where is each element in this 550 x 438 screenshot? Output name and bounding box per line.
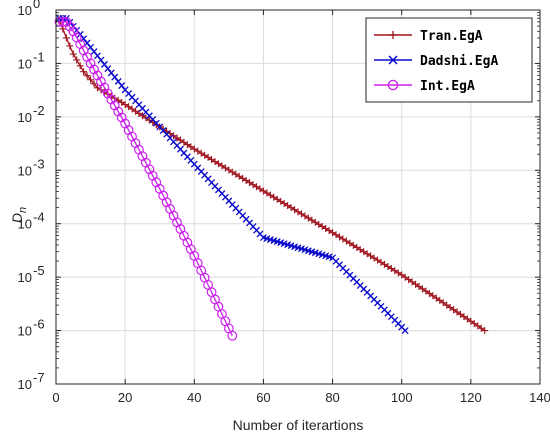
x-axis-label: Number of iterartions	[233, 417, 364, 433]
x-tick-label: 80	[325, 390, 339, 405]
x-tick-labels: 0 20 40 60 80 100 120 140	[52, 390, 550, 405]
legend-label: Dadshi.EgA	[420, 54, 498, 69]
legend-marker	[388, 55, 398, 65]
y-tick-label: 10	[18, 377, 32, 392]
series-dadshi-ega	[55, 14, 409, 335]
data-point	[62, 34, 70, 42]
x-tick-label: 140	[529, 390, 550, 405]
y-tick-exponent: 0	[33, 0, 40, 11]
y-tick-base: 10	[18, 163, 32, 178]
data-point	[401, 327, 409, 335]
legend: Tran.EgA Dadshi.EgA Int.EgA	[365, 17, 533, 103]
series-layer	[54, 14, 489, 341]
y-axis-label: Dn	[9, 207, 29, 223]
data-point	[66, 42, 74, 50]
x-tick-label: 100	[391, 390, 413, 405]
y-tick-label: 10	[18, 3, 32, 18]
legend-marker	[387, 79, 399, 91]
y-tick-exponent: -3	[33, 156, 45, 171]
plot-frame	[55, 9, 541, 385]
legend-item: Dadshi.EgA	[374, 54, 498, 69]
y-tick-base: 10	[18, 3, 32, 18]
x-tick-label: 20	[118, 390, 132, 405]
legend-marker	[389, 31, 397, 39]
y-tick-label: 10	[18, 56, 32, 71]
y-tick-base: 10	[18, 270, 32, 285]
data-point	[227, 330, 238, 341]
grid	[56, 10, 540, 384]
y-tick-exponent: -2	[33, 103, 45, 118]
legend-item: Int.EgA	[374, 79, 475, 94]
y-tick-base: 10	[18, 377, 32, 392]
y-tick-base: 10	[18, 110, 32, 125]
data-point	[80, 68, 88, 76]
data-point	[54, 16, 65, 27]
data-point	[87, 76, 95, 84]
data-point	[76, 62, 84, 70]
y-tick-base: 10	[18, 324, 32, 339]
legend-label: Int.EgA	[420, 79, 475, 94]
series-line	[58, 19, 486, 332]
legend-label: Tran.EgA	[420, 29, 483, 44]
y-tick-label: 10	[18, 324, 32, 339]
x-tick-label: 0	[52, 390, 59, 405]
y-tick-exponent: -5	[33, 263, 45, 278]
y-tick-exponent: -7	[33, 370, 45, 385]
data-point	[83, 72, 91, 80]
x-tick-label: 60	[256, 390, 270, 405]
legend-item: Tran.EgA	[374, 29, 483, 44]
y-tick-label: 10	[18, 110, 32, 125]
y-tick-label: 10	[18, 163, 32, 178]
y-tick-label: 10	[18, 217, 32, 232]
data-point	[73, 56, 81, 64]
series-int-ega	[54, 16, 238, 341]
series-tran-ega	[55, 16, 489, 335]
y-tick-base: 10	[18, 217, 32, 232]
y-axis-label-sub: n	[17, 207, 29, 213]
y-tick-exponent: -1	[33, 49, 45, 64]
y-tick-label: 10	[18, 270, 32, 285]
data-point	[69, 50, 77, 58]
y-axis-label-main: D	[9, 213, 25, 223]
data-point	[90, 80, 98, 88]
ticks	[55, 9, 541, 385]
data-point	[481, 327, 489, 335]
y-tick-base: 10	[18, 56, 32, 71]
x-tick-label: 40	[187, 390, 201, 405]
x-tick-label: 120	[460, 390, 482, 405]
y-tick-exponent: -6	[33, 317, 45, 332]
y-tick-exponent: -4	[33, 210, 45, 225]
